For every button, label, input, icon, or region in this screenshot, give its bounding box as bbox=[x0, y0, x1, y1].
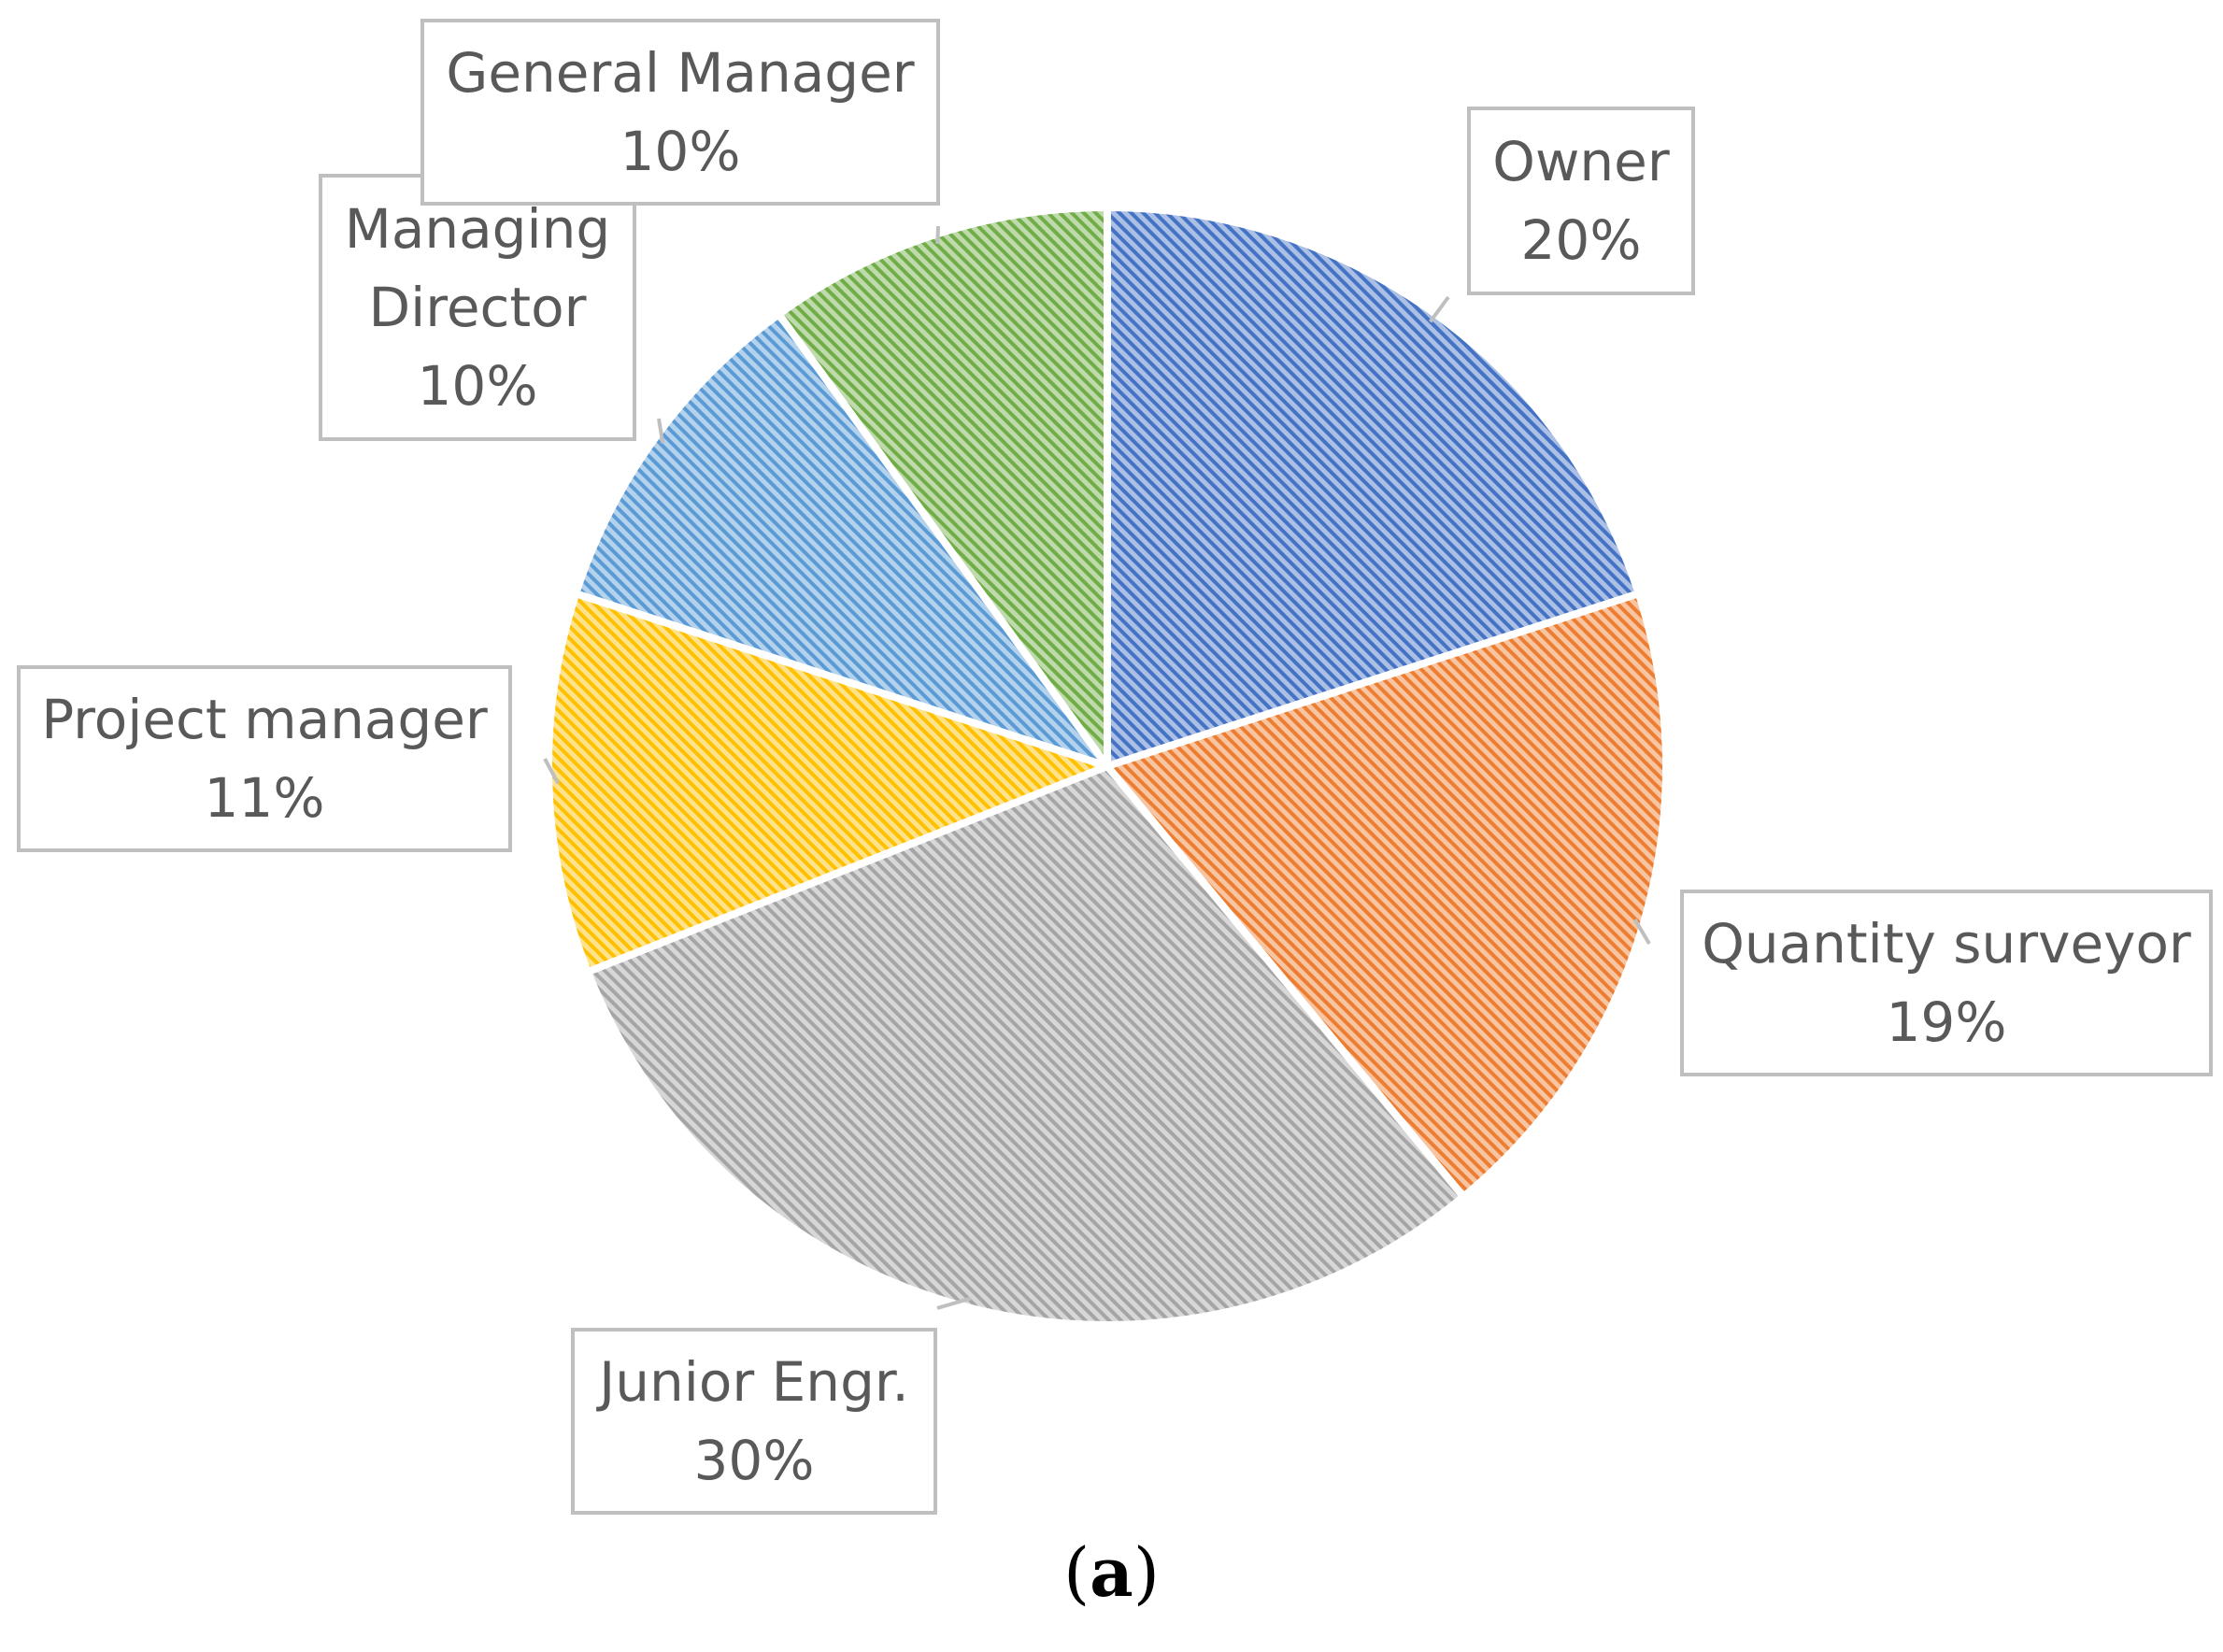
callout-quantity-surveyor: Quantity surveyor 19% bbox=[1632, 890, 2213, 1076]
pie-slice-general-manager bbox=[775, 204, 1111, 770]
slice-value-label: 19% bbox=[1887, 990, 2007, 1054]
callout-junior-engr: Junior Engr. 30% bbox=[571, 1296, 972, 1515]
callout-leader-project-manager bbox=[543, 758, 561, 785]
callout-box-quantity-surveyor bbox=[1680, 890, 2213, 1076]
slice-category-label: Director bbox=[369, 276, 587, 339]
pie-slice-quantity-surveyor bbox=[1104, 590, 1670, 1201]
pie-slice-managing-director bbox=[572, 310, 1111, 770]
callout-box-owner bbox=[1467, 107, 1695, 295]
callout-general-manager: General Manager 10% bbox=[420, 19, 940, 244]
pie-slice-project-manager bbox=[545, 590, 1111, 976]
figure-caption: (a) bbox=[0, 1532, 2223, 1612]
slice-value-label: 11% bbox=[205, 766, 325, 830]
pie-slices bbox=[545, 204, 1670, 1329]
callout-leader-managing-director bbox=[657, 418, 665, 444]
slice-category-label: Managing bbox=[345, 197, 610, 261]
slice-category-label: Quantity surveyor bbox=[1702, 912, 2191, 976]
callout-leader-junior-engr bbox=[936, 1296, 972, 1310]
callout-project-manager: Project manager 11% bbox=[17, 665, 561, 852]
slice-value-label: 10% bbox=[418, 354, 538, 418]
callout-leader-quantity-surveyor bbox=[1632, 919, 1651, 946]
slice-value-label: 30% bbox=[694, 1429, 815, 1492]
caption-close-paren: ) bbox=[1133, 1533, 1160, 1612]
callout-owner: Owner 20% bbox=[1429, 107, 1695, 323]
slice-category-label: Junior Engr. bbox=[596, 1350, 909, 1414]
callout-managing-director: Managing Director 10% bbox=[319, 174, 665, 444]
slice-value-label: 10% bbox=[620, 120, 741, 183]
callout-leader-owner bbox=[1429, 295, 1450, 323]
caption-letter: a bbox=[1090, 1532, 1133, 1612]
callout-box-general-manager bbox=[420, 19, 940, 206]
slice-category-label: Project manager bbox=[41, 688, 488, 751]
callout-box-junior-engr bbox=[571, 1328, 937, 1515]
caption-open-paren: ( bbox=[1063, 1533, 1090, 1612]
callout-box-managing-director bbox=[319, 174, 636, 441]
slice-value-label: 20% bbox=[1521, 208, 1642, 272]
slice-category-label: Owner bbox=[1492, 130, 1670, 193]
callout-box-project-manager bbox=[17, 665, 512, 852]
pie-slice-junior-engr bbox=[583, 762, 1468, 1329]
slice-category-label: General Manager bbox=[446, 41, 914, 105]
data-label-callouts: Owner 20% Quantity surveyor 19% Junior Engr.… bbox=[17, 19, 2213, 1515]
callout-leader-general-manager bbox=[935, 225, 940, 244]
